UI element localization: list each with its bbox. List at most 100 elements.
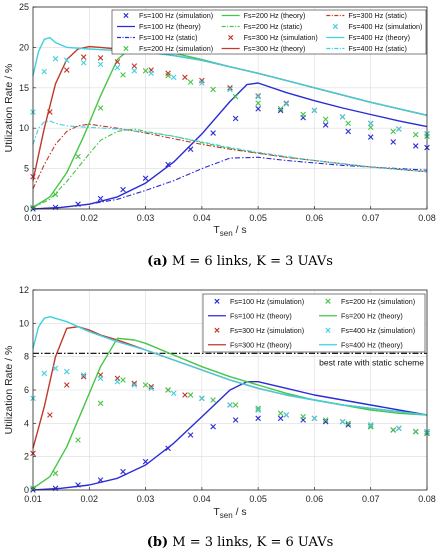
data-point [277, 107, 284, 114]
y-tick-label: 0 [24, 485, 29, 495]
data-point [97, 375, 104, 382]
legend-entry: Fs=400 Hz (theory) [319, 340, 403, 349]
y-tick-label: 6 [24, 385, 29, 395]
data-point [52, 470, 59, 477]
legend-entry: Fs=100 Hz (static) [117, 33, 198, 42]
data-point [210, 397, 216, 403]
x-tick-label: 0.05 [249, 213, 267, 223]
data-point [120, 72, 126, 78]
data-point [47, 412, 53, 418]
data-point [97, 105, 104, 111]
x-tick-label: 0.03 [137, 213, 155, 223]
data-point [367, 423, 374, 430]
legend-label: Fs=300 Hz (theory) [230, 340, 292, 349]
data-point [97, 55, 104, 61]
data-point [114, 59, 121, 65]
data-point [210, 423, 216, 430]
data-point [300, 413, 306, 420]
chart-panel-b: 0.01 0.02 0.03 0.04 0.05 0.06 0.07 0.08 0 2 4 6 8 10 1… [3, 285, 436, 550]
legend-entry: Fs=400 Hz (simulation) [332, 22, 422, 31]
x-tick-label: 0.07 [362, 494, 380, 504]
data-point [390, 128, 397, 135]
legend-label: Fs=200 Hz (theory) [244, 11, 306, 20]
data-point [345, 422, 351, 428]
y-tick-label: 15 [19, 83, 29, 93]
legend-label: Fs=200 Hz (theory) [341, 311, 403, 320]
legend-label: Fs=100 Hz (theory) [230, 311, 292, 320]
x-tick-label: 0.04 [193, 213, 211, 223]
data-point [396, 126, 402, 132]
y-axis-label: Utilization Rate / % [3, 346, 15, 435]
data-point [390, 139, 397, 145]
legend-label: Fs=300 Hz (simulation) [230, 326, 304, 335]
data-point [148, 70, 154, 77]
legend-label: Fs=100 Hz (simulation) [139, 11, 213, 20]
data-point [412, 143, 419, 149]
legend-box [111, 9, 427, 55]
data-point [339, 114, 346, 120]
data-point [396, 425, 402, 432]
data-point [322, 116, 329, 123]
legend-entry: Fs=300 Hz (static) [326, 11, 407, 20]
x-tick-label: 0.08 [418, 213, 436, 223]
data-point [187, 432, 194, 438]
data-point [41, 370, 48, 377]
x-tick-label: 0.03 [137, 494, 155, 504]
data-point [80, 54, 87, 60]
series-group [30, 316, 430, 493]
y-axis-label: Utilization Rate / % [3, 64, 15, 153]
data-point [255, 93, 261, 100]
data-point [412, 428, 419, 435]
legend-label: Fs=200 Hz (static) [244, 22, 303, 31]
series-fs-400-hz-simulation [30, 365, 430, 435]
data-point [255, 93, 261, 99]
legend-entry: Fs=400 Hz (theory) [326, 33, 410, 42]
static-best-annotation: best rate with static scheme [319, 357, 424, 367]
data-point [114, 64, 121, 71]
legend-label: Fs=400 Hz (theory) [348, 33, 410, 42]
legend-label: Fs=400 Hz (theory) [341, 340, 403, 349]
x-tick-label: 0.01 [24, 213, 42, 223]
data-point [199, 395, 205, 402]
legend-entry: Fs=100 Hz (theory) [208, 311, 292, 320]
data-point [232, 417, 239, 423]
data-point [322, 418, 329, 425]
data-point [120, 186, 126, 193]
legend-label: Fs=200 Hz (simulation) [139, 44, 213, 53]
x-axis-label: Tsen / s [213, 224, 246, 238]
legend-entry: Fs=200 Hz (simulation) [325, 297, 415, 306]
legend-label: Fs=300 Hz (static) [348, 11, 407, 20]
series-fs-400-hz-theory-line [32, 316, 428, 416]
panel-caption: (a) M = 6 links, K = 3 UAVs [147, 254, 333, 269]
data-point [63, 57, 70, 64]
x-tick-label: 0.02 [81, 494, 99, 504]
data-point [227, 85, 233, 91]
data-point [300, 111, 306, 118]
legend-entry: Fs=300 Hz (simulation) [214, 326, 304, 335]
data-point [170, 74, 177, 81]
data-point [148, 385, 154, 392]
data-point [80, 372, 87, 378]
data-point [114, 378, 121, 385]
legend-label: Fs=400 Hz (static) [348, 44, 407, 53]
data-point [232, 402, 239, 408]
data-point [97, 195, 104, 202]
data-point [182, 74, 188, 81]
legend-entry: Fs=200 Hz (simulation) [123, 44, 213, 53]
legend-label: Fs=400 Hz (simulation) [341, 326, 415, 335]
series-fs-400-hz-static-line [32, 120, 428, 173]
data-point [227, 86, 233, 93]
data-point [345, 128, 351, 135]
data-point [283, 100, 290, 106]
data-point [367, 422, 374, 428]
axes-frame [32, 289, 428, 491]
data-point [97, 400, 104, 407]
y-tick-label: 0 [24, 204, 29, 214]
legend-box [202, 293, 426, 353]
data-point [170, 390, 177, 397]
data-point [131, 68, 138, 74]
data-point [367, 120, 374, 127]
panel-caption: (b) M = 3 links, K = 6 UAVs [147, 535, 334, 550]
data-point [142, 382, 149, 388]
data-point [277, 410, 284, 417]
